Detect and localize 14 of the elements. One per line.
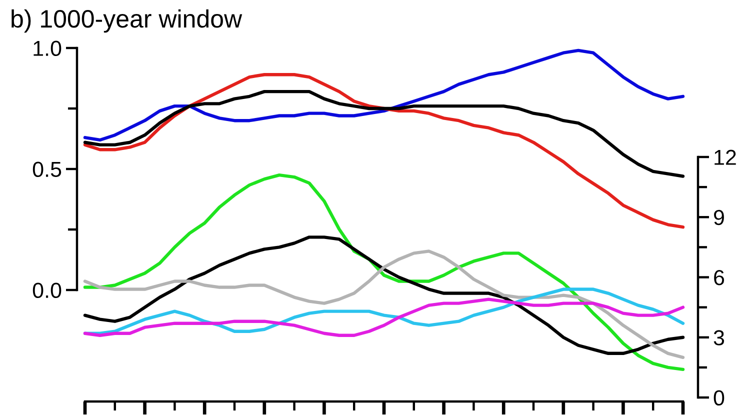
- y-tick-label: 9: [714, 210, 724, 226]
- line-series: [83, 48, 685, 142]
- y-tick-label: 0.5: [32, 162, 62, 178]
- y-tick-label: 0: [714, 390, 724, 406]
- y-tick-label: 6: [714, 270, 724, 286]
- chart-title: b) 1000-year window: [12, 9, 242, 33]
- line-series: [83, 73, 685, 229]
- line-series: [83, 90, 685, 178]
- y-tick-label: 12: [714, 150, 736, 165]
- y-tick-label: 1.0: [34, 40, 62, 56]
- y-tick-label: 3: [714, 330, 724, 346]
- line-series: [83, 298, 685, 337]
- y-tick-label: 0.0: [32, 282, 62, 298]
- line-series: [83, 288, 685, 335]
